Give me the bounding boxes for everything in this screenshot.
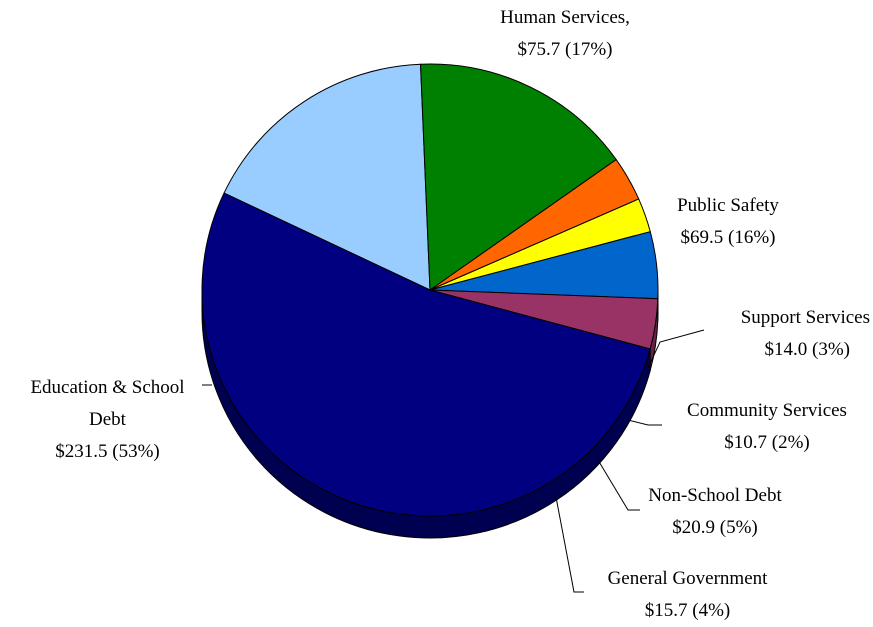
label-public-safety: Public Safety $69.5 (16%) [648,190,808,254]
label-general-government: General Government $15.7 (4%) [580,563,795,627]
leader-line-community-services [628,420,662,425]
label-human-services: Human Services, $75.7 (17%) [440,2,690,66]
label-community-services: Community Services $10.7 (2%) [662,395,872,459]
label-education-school-debt: Education & School Debt $231.5 (53%) [5,372,210,468]
label-non-school-debt: Non-School Debt $20.9 (5%) [630,480,800,544]
label-support-services: Support Services $14.0 (3%) [690,302,870,366]
pie-slices [202,64,658,516]
